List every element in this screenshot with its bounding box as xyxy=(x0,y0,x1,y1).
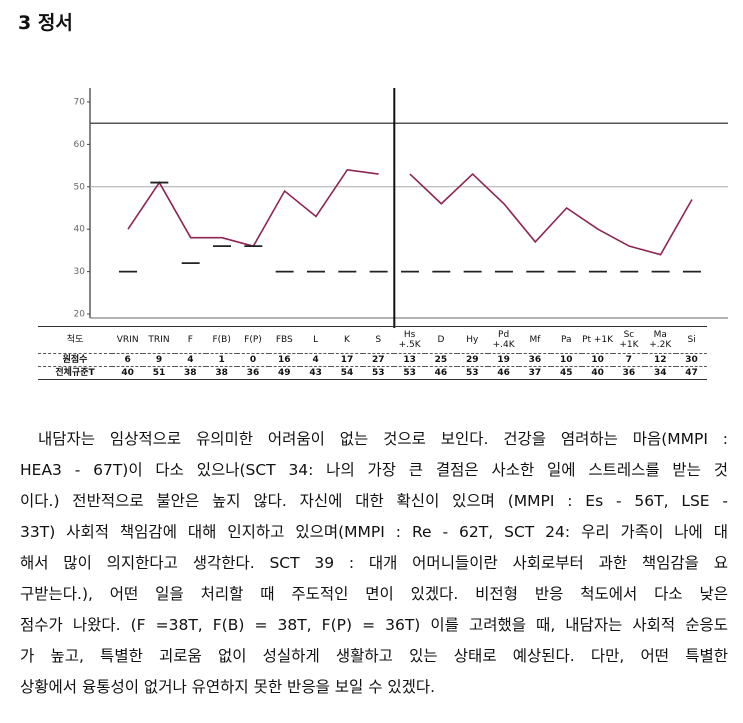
table-cell: 12 xyxy=(644,353,676,367)
table-cell: 6 xyxy=(112,353,144,367)
table-cell: 7 xyxy=(613,353,645,367)
table-cell: 0 xyxy=(237,353,269,367)
table-cell: 19 xyxy=(487,353,520,367)
table-cell: 49 xyxy=(268,366,300,380)
table-cell: 1 xyxy=(205,353,238,367)
table-cell: 36 xyxy=(237,366,269,380)
table-cell: 40 xyxy=(112,366,144,380)
text-line: 가 높고, 특별한 괴로움 없이 성실하게 생활하고 있는 상태로 예상된다. … xyxy=(20,647,728,665)
table-cell: 13 xyxy=(393,353,426,367)
table-cell: 43 xyxy=(299,366,332,380)
table-cell: 4 xyxy=(299,353,332,367)
table-cell: K xyxy=(331,326,363,354)
y-tick-label: 70 xyxy=(74,98,86,108)
table-cell: Hy xyxy=(456,326,488,354)
table-cell: 45 xyxy=(550,366,582,380)
table-cell: 37 xyxy=(519,366,551,380)
table-cell: Hs +.5K xyxy=(393,326,426,354)
table-cell: 46 xyxy=(425,366,457,380)
table-cell: 전체규준T xyxy=(38,366,112,380)
table-cell: 51 xyxy=(143,366,175,380)
table-cell: 46 xyxy=(487,366,520,380)
table-cell: Pt +1K xyxy=(581,326,614,354)
table-row: 척도 VRIN TRIN F F(B) F(P) FBS L K S Hs +.5K D Hy Pd +.… xyxy=(38,326,708,354)
table-cell: 27 xyxy=(362,353,394,367)
table-cell: Si xyxy=(675,326,708,354)
text-line: HEA3 - 67T)이 다소 있으나(SCT 34: 나의 가장 큰 결점은 … xyxy=(20,461,728,479)
table-cell: 53 xyxy=(456,366,488,380)
table-cell: 40 xyxy=(581,366,614,380)
paragraph: 내담자는 임상적으로 유의미한 어려움이 없는 것으로 보인다. 건강을 염려하… xyxy=(20,424,728,703)
table-cell: 30 xyxy=(675,353,708,367)
y-tick-label: 50 xyxy=(74,182,86,192)
text-line: 점수가 나왔다. (F =38T, F(B) = 38T, F(P) = 36T… xyxy=(20,616,728,634)
table-cell: 47 xyxy=(675,366,708,380)
y-tick-label: 30 xyxy=(74,267,86,277)
table-cell: F(P) xyxy=(237,326,269,354)
table-cell: 9 xyxy=(143,353,175,367)
table-cell: 38 xyxy=(205,366,238,380)
profile-line xyxy=(127,168,379,248)
table-cell: 38 xyxy=(174,366,206,380)
table-cell: L xyxy=(299,326,332,354)
y-tick-label: 60 xyxy=(74,140,86,150)
table-cell: TRIN xyxy=(143,326,175,354)
table-cell: S xyxy=(362,326,394,354)
chart: 20 30 40 50 60 70 xyxy=(74,88,728,328)
table-cell: F(B) xyxy=(205,326,238,354)
table-cell: VRIN xyxy=(112,326,144,354)
table-cell: 원점수 xyxy=(38,353,112,367)
table-cell: Pd +.4K xyxy=(487,326,520,354)
table-cell: Sc +1K xyxy=(613,326,645,354)
table-cell: FBS xyxy=(268,326,300,354)
table-cell: 17 xyxy=(331,353,363,367)
table-cell: 10 xyxy=(581,353,614,367)
text-line: 이다.) 전반적으로 불안은 높지 않다. 자신에 대한 확신이 있으며 (MM… xyxy=(20,492,728,510)
table-cell: 척도 xyxy=(38,326,112,354)
table-cell: D xyxy=(425,326,457,354)
table-cell: 53 xyxy=(393,366,426,380)
section-title: 3 정서 xyxy=(18,12,73,34)
table-row: 원점수 6 9 4 1 0 16 4 17 27 13 25 29 19 36 10 10 7 12 30 xyxy=(38,353,708,367)
table-cell: Ma +.2K xyxy=(644,326,676,354)
table-cell: 16 xyxy=(268,353,300,367)
y-tick-label: 40 xyxy=(74,225,86,235)
table-cell: 36 xyxy=(519,353,551,367)
table-cell: Pa xyxy=(550,326,582,354)
table-cell: 53 xyxy=(362,366,394,380)
table-cell: 4 xyxy=(174,353,206,367)
table-cell: 25 xyxy=(425,353,457,367)
y-tick-label: 20 xyxy=(74,310,86,320)
table-cell: 54 xyxy=(331,366,363,380)
score-table: 척도 VRIN TRIN F F(B) F(P) FBS L K S Hs +.5K D Hy Pd +.… xyxy=(38,326,708,380)
table-cell: 29 xyxy=(456,353,488,367)
text-line: 상황에서 융통성이 없거나 유연하지 못한 반응을 보일 수 있겠다. xyxy=(20,678,436,696)
text-line: 내담자는 임상적으로 유의미한 어려움이 없는 것으로 보인다. 건강을 염려하… xyxy=(38,430,728,448)
text-line: 33T) 사회적 책임감에 대해 인지하고 있으며(MMPI : Re - 62… xyxy=(20,523,728,541)
text-line: 구받는다.), 어떤 일을 처리할 때 주도적인 면이 있겠다. 비전형 반응 … xyxy=(20,585,728,603)
table-cell: 36 xyxy=(613,366,645,380)
table-cell: 10 xyxy=(550,353,582,367)
text-line: 해서 많이 의지한다고 생각한다. SCT 39 : 대개 어머니들이란 사회로… xyxy=(20,554,728,572)
profile-line xyxy=(409,172,693,256)
table-cell: 34 xyxy=(644,366,676,380)
table-cell: Mf xyxy=(519,326,551,354)
table-row: 전체규준T 40 51 38 38 36 49 43 54 53 53 46 53 46 37 45 40 36 3… xyxy=(38,366,708,380)
table-cell: F xyxy=(174,326,206,354)
